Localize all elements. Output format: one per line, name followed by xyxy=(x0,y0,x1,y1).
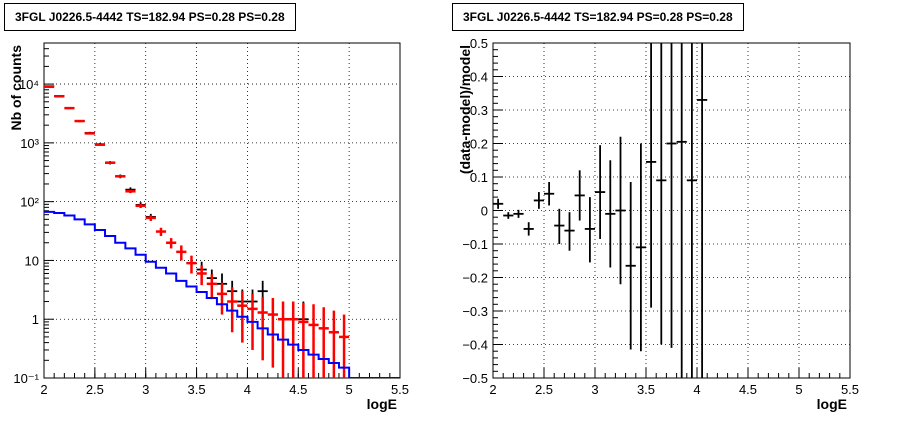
model-point xyxy=(105,161,116,164)
model-point xyxy=(176,245,187,261)
residuals-point xyxy=(554,208,565,244)
residuals-point xyxy=(666,43,677,348)
residuals-point xyxy=(513,209,524,218)
residuals-point xyxy=(584,197,595,263)
y-tick-label: 0.5 xyxy=(470,36,488,51)
x-tick-label: 2.5 xyxy=(86,382,104,397)
model-point xyxy=(166,238,177,249)
y-tick-label: 10⁻¹ xyxy=(13,371,39,386)
residuals-chart-title: 3FGL J0226.5-4442 TS=182.94 PS=0.28 PS=0… xyxy=(452,3,744,31)
y-tick-label: 0.4 xyxy=(470,70,488,85)
x-tick-label: 5.5 xyxy=(391,382,409,397)
y-tick-label: 0.3 xyxy=(470,103,488,118)
residuals-point xyxy=(503,212,514,219)
x-axis-label: logE xyxy=(817,396,847,412)
residuals-point xyxy=(625,182,636,350)
x-tick-label: 3.5 xyxy=(637,382,655,397)
y-axis-label: (data-model)/model xyxy=(457,45,473,174)
y-tick-label: 0.2 xyxy=(470,137,488,152)
model-point xyxy=(298,302,309,378)
y-tick-label: −0.4 xyxy=(462,338,488,353)
x-tick-label: 5 xyxy=(346,382,353,397)
model-point xyxy=(328,310,339,378)
y-tick-label: 10³ xyxy=(20,136,39,151)
y-tick-label: −0.3 xyxy=(462,304,488,319)
model-point xyxy=(94,143,106,146)
model-point xyxy=(84,132,95,135)
y-tick-label: −0.1 xyxy=(462,237,488,252)
residuals-point xyxy=(676,43,687,378)
x-tick-label: 4.5 xyxy=(739,382,757,397)
y-tick-label: 10 xyxy=(25,253,39,268)
model-point xyxy=(74,119,85,123)
plot-area xyxy=(44,85,400,378)
residuals-point xyxy=(523,222,534,236)
residuals-point xyxy=(544,182,555,206)
y-tick-label: 0.1 xyxy=(470,170,488,185)
x-axis-label: logE xyxy=(367,396,397,412)
model-point xyxy=(155,227,167,237)
x-tick-label: 2 xyxy=(40,382,47,397)
model-point xyxy=(135,203,146,208)
y-tick-label: 10⁴ xyxy=(19,77,39,92)
plot-frame xyxy=(43,42,401,379)
model-point xyxy=(308,304,319,378)
model-point xyxy=(125,189,136,194)
x-tick-label: 5 xyxy=(795,382,802,397)
background-component-histogram xyxy=(44,210,400,378)
residuals-point xyxy=(646,43,657,308)
residuals-point xyxy=(697,43,708,378)
counts-panel: 2 2.5 3 3.5 4 4.5 5 5.5 10⁻¹ 1 10 10² 10³ 10⁴ logE Nb o… xyxy=(8,42,409,412)
model-point xyxy=(115,174,126,178)
x-tick-label: 2 xyxy=(489,382,496,397)
model-point xyxy=(216,282,228,315)
x-tick-label: 3 xyxy=(591,382,598,397)
y-tick-label: −0.2 xyxy=(462,271,488,286)
model-point xyxy=(44,85,55,89)
model-point xyxy=(186,255,197,274)
model-point xyxy=(318,307,329,378)
residuals-point xyxy=(564,212,575,251)
x-tick-label: 3 xyxy=(142,382,149,397)
x-tick-label: 4 xyxy=(693,382,700,397)
residuals-panel: 2 2.5 3 3.5 4 4.5 5 5.5 −0.5 −0.4 −0.3 −0.2 −0.1 0 0.1… xyxy=(457,36,859,412)
residuals-point xyxy=(656,43,667,345)
y-tick-label: 1 xyxy=(32,312,39,327)
residuals-point xyxy=(686,43,697,378)
model-point xyxy=(196,265,207,286)
residuals-point xyxy=(605,160,616,268)
residuals-point xyxy=(635,143,646,352)
x-tick-label: 4.5 xyxy=(289,382,307,397)
model-point xyxy=(54,95,65,98)
x-tick-label: 4 xyxy=(244,382,251,397)
y-tick-label: 0 xyxy=(481,204,488,219)
x-tick-label: 5.5 xyxy=(841,382,859,397)
residuals-point xyxy=(615,136,626,285)
y-tick-label: 10² xyxy=(20,195,39,210)
x-tick-label: 3.5 xyxy=(188,382,206,397)
model-point xyxy=(64,106,75,110)
model-point xyxy=(206,274,217,300)
y-axis-label: Nb of counts xyxy=(8,45,24,131)
residuals-point xyxy=(574,170,585,221)
model-point xyxy=(145,215,156,221)
counts-chart-title: 3FGL J0226.5-4442 TS=182.94 PS=0.28 PS=0… xyxy=(4,3,296,31)
model-point xyxy=(267,297,278,368)
residuals-point xyxy=(595,145,606,239)
y-tick-label: −0.5 xyxy=(462,371,488,386)
residuals-point xyxy=(533,192,544,209)
x-tick-label: 2.5 xyxy=(535,382,553,397)
plot-area xyxy=(493,43,708,378)
model-point xyxy=(288,301,299,378)
residuals-point xyxy=(493,198,504,209)
